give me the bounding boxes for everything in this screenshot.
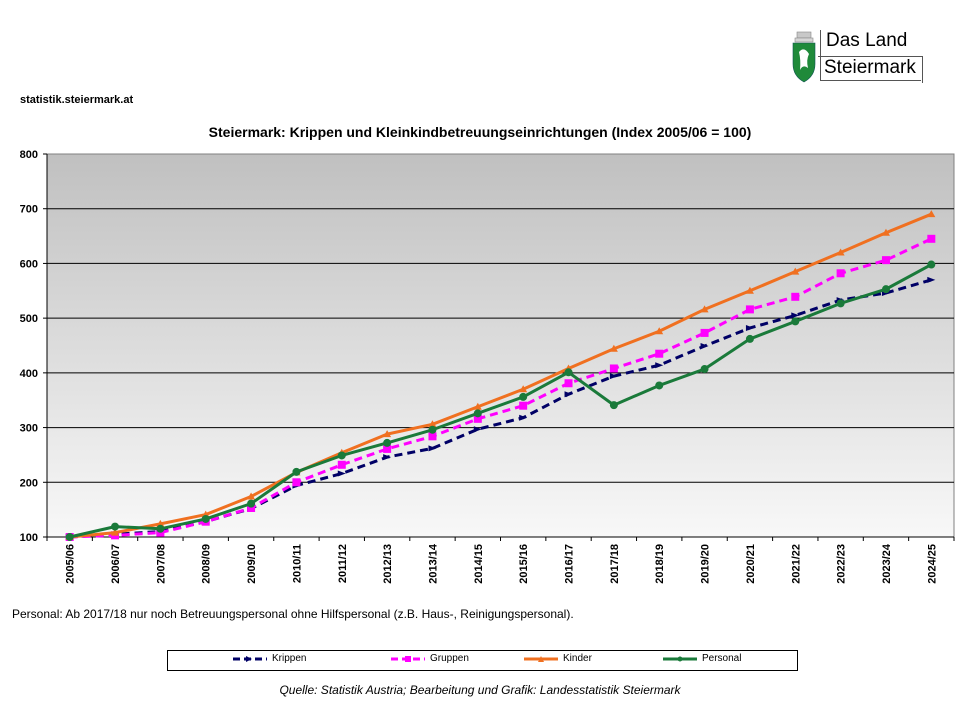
site-url: statistik.steiermark.at (20, 94, 134, 106)
svg-text:2012/13: 2012/13 (382, 544, 394, 584)
svg-text:600: 600 (20, 258, 38, 270)
svg-text:2018/19: 2018/19 (654, 544, 666, 584)
svg-text:2020/21: 2020/21 (745, 544, 757, 584)
logo-line1: Das Land (826, 30, 908, 51)
svg-text:100: 100 (20, 532, 38, 544)
svg-text:2024/25: 2024/25 (926, 544, 938, 584)
svg-text:2016/17: 2016/17 (564, 544, 576, 584)
svg-text:400: 400 (20, 368, 38, 380)
svg-text:2022/23: 2022/23 (836, 544, 848, 584)
svg-text:2023/24: 2023/24 (881, 543, 893, 584)
svg-text:800: 800 (20, 149, 38, 161)
svg-text:2010/11: 2010/11 (291, 544, 303, 583)
svg-text:700: 700 (20, 204, 38, 216)
legend-label: Personal (702, 653, 742, 664)
legend: Krippen Gruppen Kinder Personal (167, 650, 798, 671)
svg-text:2017/18: 2017/18 (609, 544, 621, 584)
svg-text:200: 200 (20, 477, 38, 489)
kinder-line-icon (524, 655, 558, 662)
legend-label: Gruppen (430, 653, 469, 664)
svg-text:2008/09: 2008/09 (201, 544, 213, 584)
personal-line-icon (663, 656, 697, 661)
legend-label: Krippen (272, 653, 307, 664)
svg-text:300: 300 (20, 423, 38, 435)
legend-item-kinder: Kinder (523, 653, 592, 664)
svg-text:500: 500 (20, 313, 38, 325)
source-credit: Quelle: Statistik Austria; Bearbeitung u… (279, 683, 681, 697)
legend-label: Kinder (563, 653, 592, 664)
footnote: Personal: Ab 2017/18 nur noch Betreuungs… (12, 607, 574, 621)
svg-text:2011/12: 2011/12 (337, 544, 349, 583)
chart-title: Steiermark: Krippen und Kleinkindbetreuu… (208, 124, 752, 140)
legend-item-krippen: Krippen (232, 653, 306, 664)
svg-text:2019/20: 2019/20 (700, 544, 712, 584)
x-axis: 2005/06 2006/07 2007/08 2008/09 2009/10 2010/… (46, 536, 955, 584)
svg-text:2015/16: 2015/16 (518, 544, 530, 584)
gruppen-line-icon (391, 655, 425, 662)
logo: Das Land Steiermark (790, 28, 923, 84)
coat-of-arms-icon (792, 31, 816, 83)
gridlines (47, 208, 954, 483)
svg-text:2006/07: 2006/07 (110, 544, 122, 584)
svg-text:2009/10: 2009/10 (246, 544, 258, 584)
svg-text:2005/06: 2005/06 (65, 544, 77, 584)
logo-line2: Steiermark (824, 57, 916, 78)
svg-text:2007/08: 2007/08 (155, 544, 167, 584)
svg-text:2021/22: 2021/22 (790, 544, 802, 584)
legend-item-personal: Personal (662, 653, 741, 664)
series-lines (65, 210, 936, 541)
svg-text:2014/15: 2014/15 (473, 544, 485, 584)
krippen-line-icon (233, 655, 267, 662)
svg-text:2013/14: 2013/14 (427, 543, 439, 584)
plot-area (46, 153, 955, 538)
legend-item-gruppen: Gruppen (390, 653, 469, 664)
y-axis: 100 200 300 400 500 600 700 800 (20, 149, 48, 544)
